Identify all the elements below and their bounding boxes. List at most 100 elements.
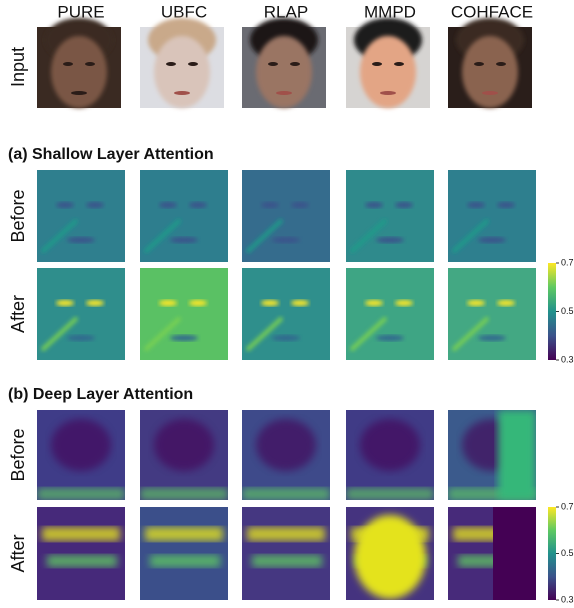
map-mouth xyxy=(376,335,404,341)
face-eye xyxy=(496,62,506,66)
face-mouth xyxy=(71,91,87,95)
map-base xyxy=(448,268,536,360)
row-label: Input xyxy=(8,47,28,87)
row-label: After xyxy=(8,295,28,333)
map-mouth xyxy=(478,335,506,341)
face-eye xyxy=(474,62,484,66)
colorbar xyxy=(548,263,556,360)
map-band xyxy=(47,555,117,567)
attention-map xyxy=(346,268,434,360)
map-dark xyxy=(154,419,214,471)
map-eye xyxy=(189,300,207,306)
map-base xyxy=(242,268,330,360)
attention-map xyxy=(448,268,536,360)
face-eye xyxy=(166,62,176,66)
attention-map xyxy=(242,507,330,600)
input-face xyxy=(448,18,532,108)
map-content xyxy=(242,507,330,600)
map-eye xyxy=(261,300,279,306)
map-eye xyxy=(261,202,279,208)
face-eye xyxy=(290,62,300,66)
map-dark xyxy=(51,419,111,471)
face-skin xyxy=(256,36,312,108)
map-mouth xyxy=(376,237,404,243)
map-edge xyxy=(242,488,330,500)
map-content xyxy=(448,268,536,360)
attention-map xyxy=(37,170,125,262)
map-blob xyxy=(354,515,426,599)
map-content xyxy=(242,410,330,500)
row-label: After xyxy=(8,534,28,572)
map-base xyxy=(140,268,228,360)
map-content xyxy=(346,268,434,360)
map-band xyxy=(150,555,220,567)
map-base xyxy=(346,170,434,262)
map-eye xyxy=(189,202,207,208)
map-mouth xyxy=(272,237,300,243)
attention-map xyxy=(242,268,330,360)
input-face xyxy=(37,18,121,108)
map-eye xyxy=(497,300,515,306)
map-edge xyxy=(37,488,125,500)
map-eye xyxy=(159,300,177,306)
map-base xyxy=(242,170,330,262)
map-content xyxy=(346,410,434,500)
map-eye xyxy=(56,202,74,208)
map-mouth xyxy=(478,237,506,243)
map-eye xyxy=(395,202,413,208)
map-base xyxy=(37,507,125,600)
map-eye xyxy=(86,202,104,208)
face-mouth xyxy=(276,91,292,95)
map-mouth xyxy=(67,237,95,243)
map-eye xyxy=(86,300,104,306)
map-edge xyxy=(346,488,434,500)
map-base xyxy=(140,170,228,262)
map-content xyxy=(37,268,125,360)
map-dark xyxy=(256,419,316,471)
map-content xyxy=(242,170,330,262)
colorbar xyxy=(548,507,556,600)
map-base xyxy=(37,268,125,360)
section-title: (a) Shallow Layer Attention xyxy=(8,146,214,163)
map-mouth xyxy=(67,335,95,341)
colorbar-tick-label: 0.7 xyxy=(561,501,574,511)
map-mouth xyxy=(170,335,198,341)
section-title: (b) Deep Layer Attention xyxy=(8,386,193,403)
attention-map xyxy=(242,410,330,500)
attention-map xyxy=(140,410,228,500)
attention-map xyxy=(448,170,536,262)
map-band xyxy=(145,527,223,541)
map-content xyxy=(448,410,536,500)
face-eye xyxy=(394,62,404,66)
row-label: Before xyxy=(8,428,28,481)
attention-map xyxy=(346,170,434,262)
attention-map xyxy=(242,170,330,262)
colorbar-tick-label: 0.7 xyxy=(561,257,574,267)
face-mouth xyxy=(482,91,498,95)
face-eye xyxy=(268,62,278,66)
colorbar-tick-label: 0.3 xyxy=(561,354,574,364)
map-edge xyxy=(498,410,536,500)
map-content xyxy=(140,507,228,600)
map-content xyxy=(37,507,125,600)
attention-map xyxy=(448,410,536,500)
map-dark xyxy=(360,419,420,471)
attention-map xyxy=(37,507,125,600)
attention-map xyxy=(37,268,125,360)
face-eye xyxy=(63,62,73,66)
map-content xyxy=(37,410,125,500)
face-mouth xyxy=(380,91,396,95)
input-face xyxy=(346,18,430,108)
map-eye xyxy=(365,300,383,306)
map-eye xyxy=(159,202,177,208)
colorbar-tick-label: 0.5 xyxy=(561,306,574,316)
map-content xyxy=(140,170,228,262)
map-content xyxy=(448,507,536,600)
attention-map xyxy=(346,410,434,500)
map-content xyxy=(140,268,228,360)
map-band xyxy=(247,527,325,541)
map-content xyxy=(242,268,330,360)
attention-map xyxy=(140,507,228,600)
map-mouth xyxy=(272,335,300,341)
map-content xyxy=(346,170,434,262)
